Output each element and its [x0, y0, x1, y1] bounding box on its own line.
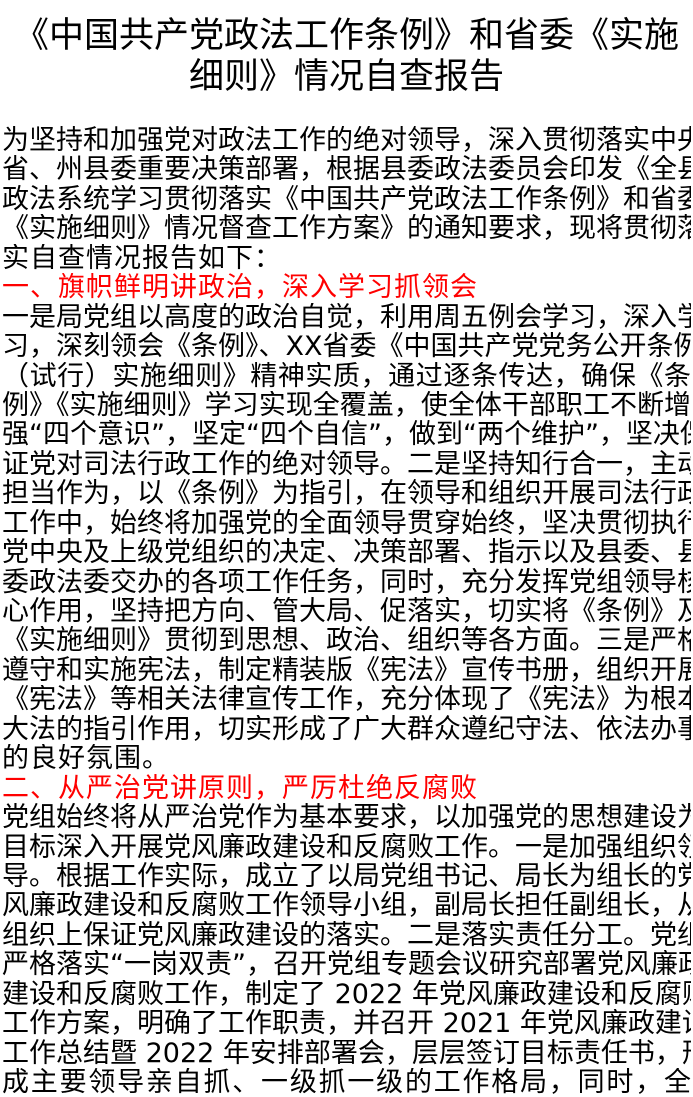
text-line: 为坚持和加强党对政法工作的绝对领导，深入贯彻落实中央 — [2, 126, 691, 156]
text-line: 委政法委交办的各项工作任务，同时，充分发挥党组领导核 — [2, 567, 691, 597]
text-line: 工作中，始终将加强党的全面领导贯穿始终，坚决贯彻执行 — [2, 508, 691, 539]
text-line: 导。根据工作实际，成立了以局党组书记、局长为组长的党 — [2, 861, 691, 892]
text-line: 党组始终将从严治党作为基本要求，以加强党的思想建设为 — [2, 803, 691, 833]
text-line: 《宪法》等相关法律宣传工作，充分体现了《宪法》为根本 — [2, 685, 691, 715]
text-line: 党中央及上级党组织的决定、决策部署、指示以及县委、县 — [2, 538, 691, 568]
text-line: 建设和反腐败工作，制定了 2022 年党风廉政建设和反腐败 — [2, 979, 691, 1010]
text-line: 强“四个意识”，坚定“四个自信”，做到“两个维护”，坚决保 — [2, 420, 691, 450]
text-line: 担当作为，以《条例》为指引，在领导和组织开展司法行政 — [2, 479, 691, 509]
text-line: 工作方案，明确了工作职责，并召开 2021 年党风廉政建设 — [2, 1009, 691, 1039]
text-line: 心作用，坚持把方向、管大局、促落实，切实将《条例》及 — [2, 597, 691, 627]
text-line: 遵守和实施宪法，制定精装版《宪法》宣传书册，组织开展 — [2, 655, 691, 686]
text-line: 例》《实施细则》学习实现全覆盖，使全体干部职工不断增 — [2, 390, 691, 421]
text-line: 组织上保证党风廉政建设的落实。二是落实责任分工。党组 — [2, 920, 691, 951]
text-line: 省、州县委重要决策部署，根据县委政法委员会印发《全县 — [2, 155, 691, 185]
section-2-paragraph: 党组始终将从严治党作为基本要求，以加强党的思想建设为 目标深入开展党风廉政建设和… — [2, 803, 691, 1097]
intro-paragraph: 为坚持和加强党对政法工作的绝对领导，深入贯彻落实中央 省、州县委重要决策部署，根… — [2, 126, 691, 273]
text-line: （试行）实施细则》精神实质，通过逐条传达，确保《条 — [2, 361, 691, 391]
text-line: 严格落实“一岗双责”，召开党组专题会议研究部署党风廉政 — [2, 950, 691, 980]
text-line: 风廉政建设和反腐败工作领导小组，副局长担任副组长，从 — [2, 891, 691, 921]
document-title: 《中国共产党政法工作条例》和省委《实施 细则》情况自查报告 — [0, 16, 693, 98]
text-line: 工作总结暨 2022 年安排部署会，层层签订目标责任书，形 — [2, 1038, 691, 1068]
title-line-2: 细则》情况自查报告 — [188, 57, 504, 97]
text-line: 实自查情况报告如下： — [2, 243, 282, 274]
section-2-heading: 二、从严治党讲原则，严厉杜绝反腐败 — [2, 773, 478, 804]
text-line: 目标深入开展党风廉政建设和反腐败工作。一是加强组织领 — [2, 832, 691, 862]
text-line: 政法系统学习贯彻落实《中国共产党政法工作条例》和省委 — [2, 184, 691, 215]
text-line: 证党对司法行政工作的绝对领导。二是坚持知行合一，主动 — [2, 449, 691, 480]
text-line: 《实施细则》贯彻到思想、政治、组织等各方面。三是严格 — [2, 626, 691, 656]
text-line: 习，深刻领会《条例》、XX省委《中国共产党党务公开条例 — [2, 332, 691, 362]
text-line: 大法的指引作用，切实形成了广大群众遵纪守法、依法办事 — [2, 714, 691, 745]
section-1-paragraph: 一是局党组以高度的政治自觉，利用周五例会学习，深入学 习，深刻领会《条例》、XX… — [2, 303, 691, 774]
text-line: 《实施细则》情况督查工作方案》的通知要求，现将贯彻落 — [2, 214, 691, 244]
text-line: 成主要领导亲自抓、一级抓一级的工作格局，同时，全 — [2, 1068, 691, 1097]
document-body: 为坚持和加强党对政法工作的绝对领导，深入贯彻落实中央 省、州县委重要决策部署，根… — [2, 126, 691, 1097]
section-1-heading: 一、旗帜鲜明讲政治，深入学习抓领会 — [2, 273, 478, 303]
text-line: 一是局党组以高度的政治自觉，利用周五例会学习，深入学 — [2, 302, 691, 333]
title-line-1: 《中国共产党政法工作条例》和省委《实施 — [13, 16, 679, 56]
text-line: 的良好氛围。 — [2, 744, 170, 774]
